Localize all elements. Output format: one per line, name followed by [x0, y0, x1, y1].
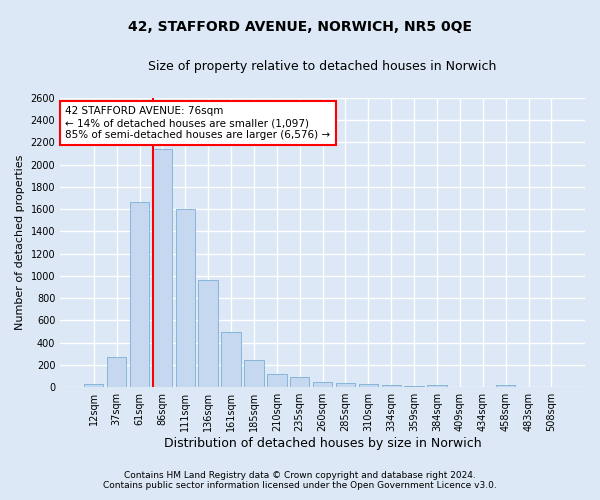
Bar [107, 357, 127, 387]
Bar [152, 149, 172, 387]
Title: Size of property relative to detached houses in Norwich: Size of property relative to detached ho… [148, 60, 497, 73]
Bar [359, 384, 378, 387]
Bar [542, 386, 561, 387]
Bar [404, 386, 424, 387]
Bar [199, 280, 218, 387]
Bar [290, 376, 310, 387]
Bar [496, 385, 515, 387]
Bar [450, 386, 470, 387]
Bar [176, 209, 195, 387]
Text: Contains HM Land Registry data © Crown copyright and database right 2024.
Contai: Contains HM Land Registry data © Crown c… [103, 470, 497, 490]
Bar [313, 382, 332, 387]
Bar [519, 386, 538, 387]
Bar [267, 374, 287, 387]
Bar [84, 384, 103, 387]
Bar [221, 332, 241, 387]
Y-axis label: Number of detached properties: Number of detached properties [15, 155, 25, 330]
Bar [427, 385, 447, 387]
Text: 42 STAFFORD AVENUE: 76sqm
← 14% of detached houses are smaller (1,097)
85% of se: 42 STAFFORD AVENUE: 76sqm ← 14% of detac… [65, 106, 331, 140]
Text: 42, STAFFORD AVENUE, NORWICH, NR5 0QE: 42, STAFFORD AVENUE, NORWICH, NR5 0QE [128, 20, 472, 34]
Bar [336, 383, 355, 387]
Bar [130, 202, 149, 387]
X-axis label: Distribution of detached houses by size in Norwich: Distribution of detached houses by size … [164, 437, 481, 450]
Bar [382, 385, 401, 387]
Bar [244, 360, 263, 387]
Bar [473, 386, 493, 387]
